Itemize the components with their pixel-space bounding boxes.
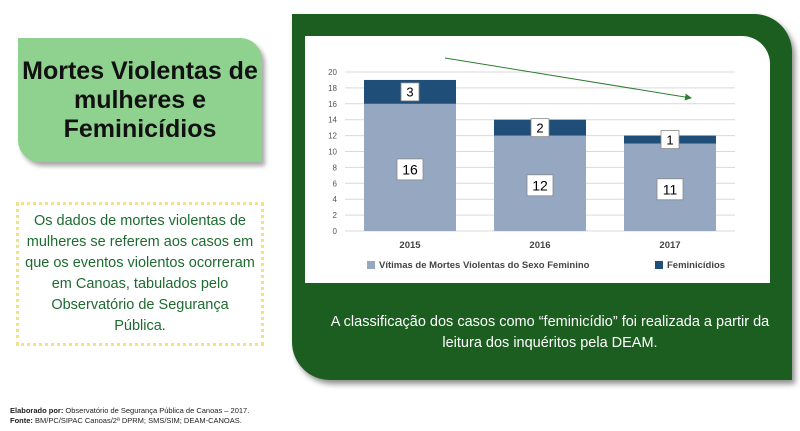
legend-swatch-femicides [655, 261, 663, 269]
legend-label-femicides: Feminicídios [667, 260, 725, 271]
legend-label-victims: Vítimas de Mortes Violentas do Sexo Femi… [379, 260, 590, 271]
footer-source: Fonte: BM/PC/SIPAC Canoas/2ª DPRM; SMS/S… [10, 416, 242, 425]
y-tick-label: 18 [328, 84, 337, 93]
y-tick-label: 2 [333, 211, 338, 220]
data-label-victims: 11 [663, 181, 678, 197]
y-tick-label: 10 [328, 148, 337, 157]
legend-swatch-victims [367, 261, 375, 269]
y-tick-label: 16 [328, 100, 337, 109]
description-box: Os dados de mortes violentas de mulheres… [16, 202, 264, 346]
x-tick-label: 2017 [659, 240, 680, 251]
data-label-femicides-box [530, 118, 550, 138]
x-tick-label: 2015 [399, 240, 421, 251]
y-tick-label: 4 [333, 195, 338, 204]
data-label-victims-box [526, 174, 554, 197]
data-label-femicides: 3 [406, 85, 413, 100]
page-title: Mortes Violentas de mulheres e Feminicíd… [22, 56, 258, 143]
footer: Elaborado por: Observatório de Segurança… [10, 406, 249, 426]
data-label-femicides-box [400, 82, 420, 102]
data-label-victims-box [396, 158, 424, 181]
trend-arrow [444, 57, 692, 101]
y-tick-label: 6 [333, 179, 338, 188]
data-label-victims: 12 [532, 177, 548, 193]
data-label-victims-box [656, 178, 684, 201]
y-tick-label: 0 [333, 227, 338, 236]
chart-card: 0 2 4 6 8 10 12 14 16 18 20 16 3 2015 12 2 2016 11 1 2017 Ví… [305, 36, 770, 283]
footer-credit: Elaborado por: Observatório de Segurança… [10, 406, 250, 415]
description-text: Os dados de mortes violentas de mulheres… [25, 213, 255, 334]
data-label-femicides: 2 [536, 120, 543, 135]
y-tick-label: 12 [328, 132, 337, 141]
title-box: Mortes Violentas de mulheres e Feminicíd… [18, 38, 262, 162]
x-tick-label: 2016 [529, 240, 550, 251]
data-label-victims: 16 [402, 161, 418, 177]
y-tick-label: 8 [333, 163, 338, 172]
stacked-bar-chart: 02468101214161820163201512220161112017Ví… [328, 57, 735, 271]
classification-note: A classificação dos casos como “feminicí… [330, 314, 770, 351]
y-tick-label: 14 [328, 116, 337, 125]
data-label-femicides-box [660, 130, 680, 149]
y-tick-label: 20 [328, 68, 337, 77]
data-label-femicides: 1 [666, 132, 673, 147]
